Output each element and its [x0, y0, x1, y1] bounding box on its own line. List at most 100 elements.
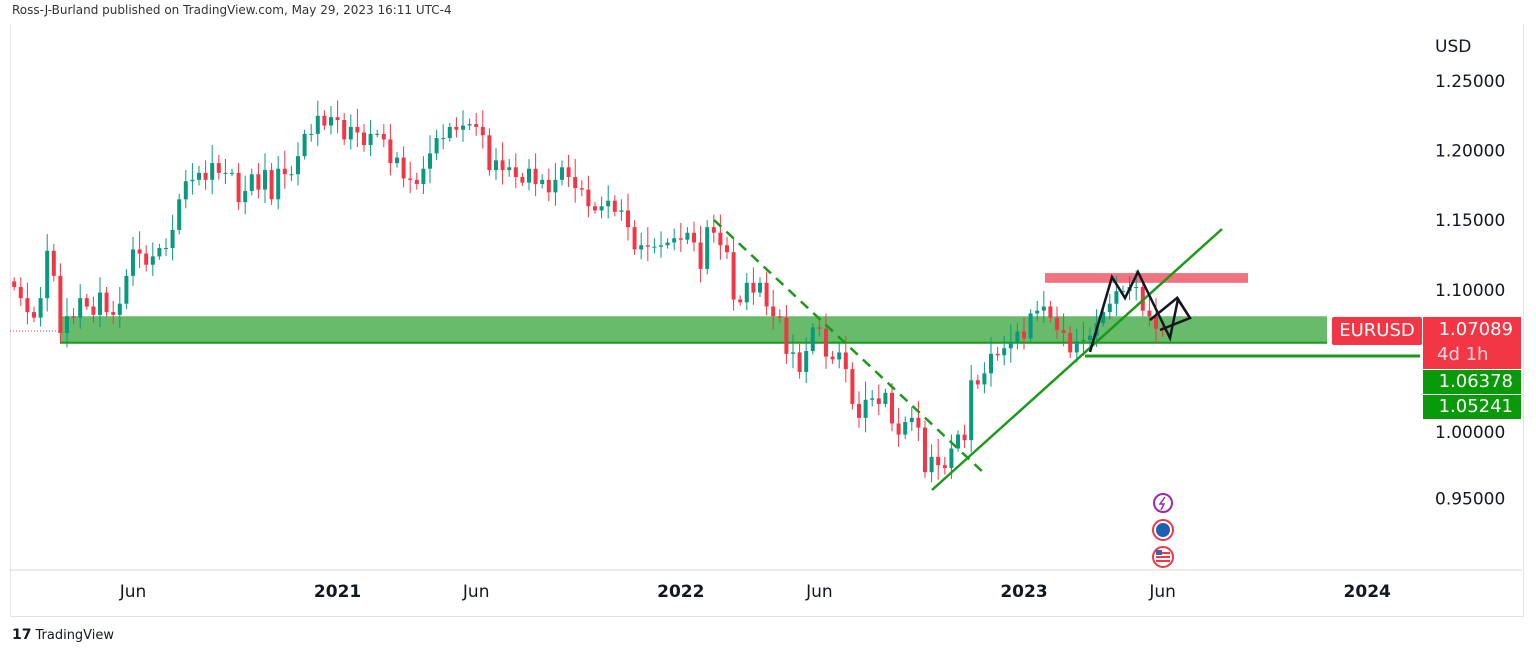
candle-body[interactable] [348, 126, 353, 140]
resistance-zone[interactable] [1045, 273, 1248, 283]
candle-body[interactable] [764, 282, 769, 307]
candle-body[interactable] [652, 246, 657, 248]
candle-body[interactable] [296, 156, 300, 175]
candle-body[interactable] [777, 316, 782, 318]
candle-body[interactable] [243, 190, 248, 203]
candle-body[interactable] [441, 138, 446, 140]
candle-body[interactable] [1068, 332, 1073, 353]
candle-body[interactable] [573, 177, 578, 189]
candle-body[interactable] [791, 352, 795, 354]
candle-body[interactable] [837, 352, 842, 360]
candle-body[interactable] [236, 172, 241, 203]
candle-body[interactable] [117, 303, 122, 315]
candle-body[interactable] [619, 210, 624, 212]
candle-body[interactable] [494, 160, 498, 171]
candle-body[interactable] [104, 292, 109, 313]
candle-body[interactable] [560, 167, 564, 180]
candle-body[interactable] [1041, 306, 1046, 311]
candle-body[interactable] [289, 174, 294, 176]
candle-body[interactable] [599, 206, 604, 211]
candle-body[interactable] [645, 245, 650, 247]
candle-body[interactable] [810, 327, 815, 352]
candle-body[interactable] [454, 126, 459, 130]
candle-body[interactable] [98, 292, 102, 315]
candle-body[interactable] [1061, 330, 1066, 333]
candle-body[interactable] [1134, 287, 1139, 289]
candle-body[interactable] [414, 179, 419, 185]
candle-body[interactable] [685, 232, 690, 240]
candle-body[interactable] [131, 249, 135, 276]
candle-body[interactable] [949, 448, 954, 468]
candle-body[interactable] [45, 250, 50, 299]
candle-body[interactable] [771, 306, 776, 317]
candle-body[interactable] [1035, 310, 1040, 314]
candle-body[interactable] [626, 210, 630, 228]
candle-body[interactable] [51, 250, 56, 276]
candle-body[interactable] [342, 119, 347, 140]
candle-body[interactable] [282, 168, 287, 175]
candle-body[interactable] [170, 229, 175, 249]
candle-body[interactable] [150, 256, 155, 265]
chart-frame[interactable] [10, 24, 1524, 617]
candle-body[interactable] [480, 126, 485, 136]
candle-body[interactable] [513, 167, 518, 178]
candle-body[interactable] [1147, 310, 1152, 317]
candle-body[interactable] [329, 117, 333, 126]
candle-body[interactable] [909, 417, 914, 423]
candle-body[interactable] [461, 125, 465, 130]
candle-body[interactable] [467, 124, 472, 126]
candle-body[interactable] [698, 242, 703, 269]
candle-body[interactable] [975, 380, 980, 385]
candle-body[interactable] [78, 298, 83, 318]
support-zone[interactable] [60, 316, 1327, 343]
candle-body[interactable] [421, 168, 426, 185]
candle-body[interactable] [546, 179, 551, 193]
candle-body[interactable] [487, 135, 492, 171]
candle-body[interactable] [738, 299, 743, 303]
candle-body[interactable] [1114, 291, 1119, 304]
candle-body[interactable] [533, 168, 538, 185]
candle-body[interactable] [474, 124, 479, 127]
candle-body[interactable] [203, 172, 208, 180]
candle-body[interactable] [25, 298, 30, 313]
candle-body[interactable] [942, 465, 947, 468]
candle-body[interactable] [751, 282, 756, 293]
lightning-icon[interactable] [1153, 493, 1173, 513]
candle-body[interactable] [830, 356, 835, 360]
candle-body[interactable] [632, 227, 637, 250]
candle-body[interactable] [276, 168, 281, 200]
candle-body[interactable] [1015, 331, 1020, 343]
candle-body[interactable] [216, 163, 221, 173]
event-icons[interactable] [1152, 493, 1174, 568]
candle-body[interactable] [355, 126, 360, 133]
candle-body[interactable] [428, 153, 432, 169]
candle-body[interactable] [507, 167, 512, 171]
candle-body[interactable] [335, 117, 340, 120]
candle-body[interactable] [322, 115, 327, 126]
candle-body[interactable] [863, 399, 868, 418]
candle-body[interactable] [65, 316, 69, 333]
candle-body[interactable] [520, 177, 525, 183]
candle-body[interactable] [177, 199, 182, 230]
candle-body[interactable] [612, 200, 617, 212]
candle-body[interactable] [137, 249, 142, 254]
candle-body[interactable] [434, 138, 439, 154]
candle-body[interactable] [1088, 335, 1092, 340]
candle-body[interactable] [850, 369, 855, 404]
candle-body[interactable] [1081, 339, 1086, 342]
candle-body[interactable] [315, 115, 320, 134]
candle-body[interactable] [923, 427, 927, 473]
candle-body[interactable] [890, 392, 894, 424]
candle-body[interactable] [843, 352, 848, 370]
candle-body[interactable] [1101, 312, 1106, 324]
candle-body[interactable] [164, 248, 168, 250]
candle-body[interactable] [395, 157, 399, 164]
candle-body[interactable] [665, 242, 670, 246]
downtrend-dashed-line[interactable] [713, 219, 986, 475]
candle-body[interactable] [744, 282, 749, 303]
candle-body[interactable] [368, 133, 373, 146]
candle-body[interactable] [144, 253, 149, 265]
candle-body[interactable] [408, 178, 413, 180]
candle-body[interactable] [71, 316, 76, 318]
candle-body[interactable] [447, 126, 452, 139]
